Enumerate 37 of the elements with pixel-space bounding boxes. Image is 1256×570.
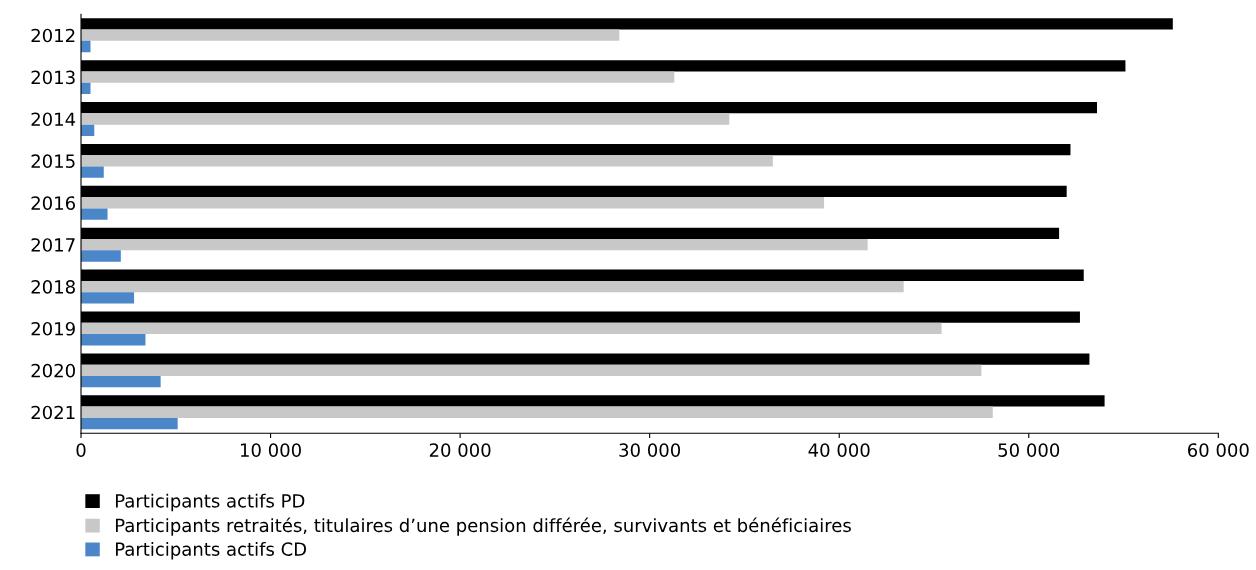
bar [81,239,868,251]
x-tick-label: 40 000 [808,443,870,457]
y-tick-label: 2021 [31,405,75,420]
x-tick-label: 20 000 [429,443,491,457]
bar [81,417,178,430]
x-tick-label: 0 [76,443,86,457]
x-tick-label: 30 000 [619,443,681,457]
y-tick-label: 2013 [31,70,75,85]
bar [81,406,993,418]
y-tick-label: 2012 [31,28,75,43]
legend-label: Participants retraités, titulaires d’une pension différée, survivants et bénéficiaires [115,517,851,536]
bar [81,208,108,220]
bar [81,250,121,262]
legend-label: Participants actifs CD [115,541,307,560]
bar [81,71,675,83]
bar [81,197,825,209]
bar [81,292,135,304]
bar [81,113,730,125]
bar [81,280,904,293]
bar [81,334,146,346]
bar [81,166,104,178]
legend-label: Participants actifs PD [115,493,305,512]
y-tick-label: 2018 [31,280,75,294]
y-tick-label: 2014 [31,112,76,127]
y-tick-label: 2020 [31,363,75,378]
y-tick-label: 2015 [31,154,75,168]
bar [81,155,773,167]
bar [81,364,982,377]
x-tick-label: 50 000 [998,443,1060,457]
bar [81,376,161,388]
bar [81,29,620,41]
x-tick-label: 60 000 [1187,443,1249,457]
bar [81,322,942,335]
y-tick-label: 2016 [31,196,76,210]
y-tick-label: 2019 [31,321,75,336]
x-tick-label: 10 000 [240,443,301,457]
y-tick-label: 2017 [31,238,75,252]
